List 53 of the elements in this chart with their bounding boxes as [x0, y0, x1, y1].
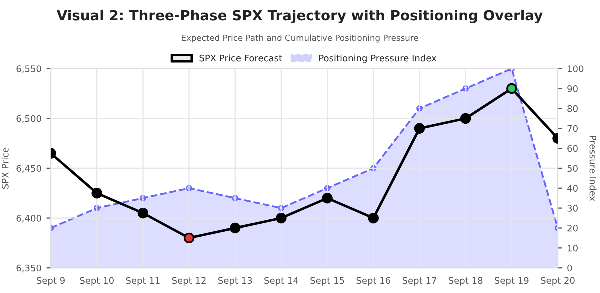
y2-tick-label: 60	[568, 145, 578, 152]
legend-label: Positioning Pressure Index	[320, 54, 437, 64]
x-tick-label: Sept 18	[448, 277, 483, 286]
y-tick-label: 6,350	[16, 264, 42, 273]
point	[324, 185, 331, 192]
x-tick-label: Sept 15	[310, 277, 344, 286]
y2-tick-label: 50	[568, 165, 578, 172]
point	[276, 212, 287, 224]
y2-tick-label: 100	[568, 66, 584, 72]
point	[230, 222, 241, 234]
y2-tick-label: 40	[567, 185, 578, 192]
point	[370, 165, 377, 172]
point	[138, 208, 149, 219]
point	[140, 195, 146, 202]
point	[322, 193, 333, 204]
y2-tick-label: 70	[568, 125, 578, 132]
point	[92, 188, 102, 199]
chart-subtitle: Expected Price Path and Cumulative Positioning Pressure	[182, 34, 418, 43]
y2-tick-label: 90	[568, 86, 578, 92]
point	[278, 205, 285, 212]
x-tick-label: Sept 17	[402, 277, 436, 286]
y-axis-title: SPX Price	[2, 148, 9, 190]
chart-title: Visual 2: Three-Phase SPX Trajectory with Positioning Overlay	[56, 10, 543, 24]
x-tick-label: Sept 11	[126, 277, 160, 286]
x-tick-label: Sept 19	[495, 277, 529, 286]
y2-tick-label: 0	[568, 264, 572, 272]
point	[462, 86, 469, 92]
y-tick-label: 6,400	[16, 215, 42, 223]
x-tick-label: Sept 20	[541, 277, 575, 286]
y-tick-label: 6,550	[16, 66, 42, 74]
point	[184, 232, 195, 244]
y2-tick-label: 30	[568, 205, 578, 212]
x-tick-label: Sept 9	[37, 277, 65, 286]
x-tick-label: Sept 10	[80, 277, 114, 286]
point	[368, 212, 379, 224]
x-tick-label: Sept 12	[172, 277, 206, 286]
x-tick-label: Sept 16	[356, 277, 391, 286]
y2-axis-title: Pressure Index	[590, 136, 597, 202]
point	[506, 83, 518, 94]
point	[460, 113, 472, 124]
point	[232, 195, 238, 202]
point	[186, 185, 192, 192]
y2-tick-label: 80	[568, 105, 578, 112]
y-tick-label: 6,450	[16, 165, 42, 173]
y2-tick-label: 20	[568, 224, 578, 232]
point	[416, 106, 423, 112]
y-tick-label: 6,500	[16, 115, 42, 124]
legend-label: SPX Price Forecast	[200, 54, 282, 62]
point	[94, 205, 100, 212]
y2-tick-label: 10	[568, 244, 578, 252]
x-tick-label: Sept 14	[264, 277, 298, 286]
x-tick-label: Sept 13	[218, 277, 252, 286]
point	[414, 123, 426, 134]
